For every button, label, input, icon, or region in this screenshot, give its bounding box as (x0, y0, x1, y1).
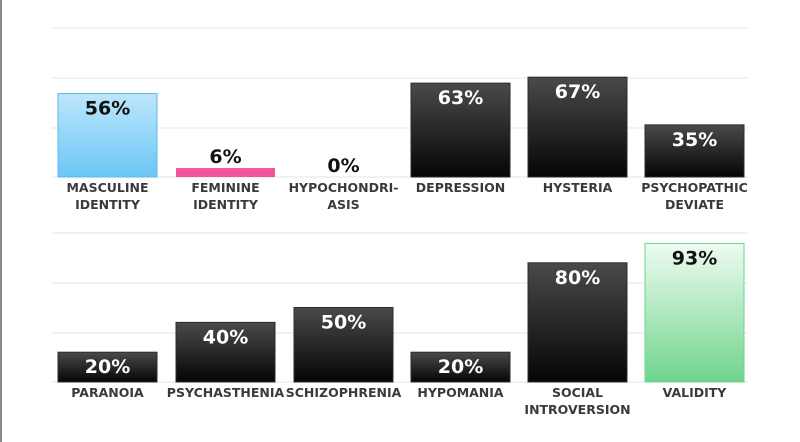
category-label-2-4: HYPOMANIA (417, 385, 504, 400)
category-label-1-4: DEPRESSION (416, 180, 505, 195)
value-label-2-6: 93% (672, 247, 717, 269)
category-label-1-3-line2: ASIS (327, 197, 359, 212)
value-label-2-3: 50% (321, 312, 366, 334)
bar-1-4 (410, 82, 511, 178)
bar-2-6 (644, 242, 745, 383)
category-label-2-3: SCHIZOPHRENIA (286, 385, 402, 400)
category-label-2-5: SOCIAL (552, 385, 603, 400)
bar-2-1 (57, 351, 158, 383)
category-label-1-1: MASCULINE (66, 180, 148, 195)
category-label-1-1-line2: IDENTITY (75, 197, 141, 212)
value-label-2-4: 20% (438, 356, 483, 378)
category-label-1-5: HYSTERIA (543, 180, 613, 195)
value-label-2-2: 40% (203, 326, 248, 348)
category-label-2-6: VALIDITY (663, 385, 728, 400)
bar-2-2 (175, 321, 276, 383)
bar-1-2 (176, 168, 275, 177)
window-frame-edge (0, 0, 2, 442)
category-label-2-2: PSYCHASTHENIA (167, 385, 285, 400)
bar-2-3 (293, 307, 394, 383)
value-label-1-1: 56% (85, 98, 130, 120)
bar-1-1 (57, 93, 158, 178)
category-label-1-2: FEMININE (191, 180, 259, 195)
category-label-1-2-line2: IDENTITY (193, 197, 259, 212)
category-label-1-6-line2: DEVIATE (665, 197, 724, 212)
value-label-1-4: 63% (438, 87, 483, 109)
value-label-1-6: 35% (672, 129, 717, 151)
value-label-1-2: 6% (209, 146, 241, 168)
category-label-2-1: PARANOIA (71, 385, 144, 400)
bar-2-5 (527, 262, 628, 383)
bar-2-4 (410, 351, 511, 383)
value-label-1-3: 0% (327, 155, 359, 177)
value-label-1-5: 67% (555, 81, 600, 103)
category-label-2-5-line2: INTROVERSION (524, 402, 630, 417)
value-label-2-1: 20% (85, 356, 130, 378)
category-label-1-3: HYPOCHONDRI- (289, 180, 399, 195)
bar-1-6 (644, 124, 745, 178)
category-label-1-6: PSYCHOPATHIC (641, 180, 748, 195)
value-label-2-5: 80% (555, 267, 600, 289)
bar-1-5 (527, 76, 628, 178)
